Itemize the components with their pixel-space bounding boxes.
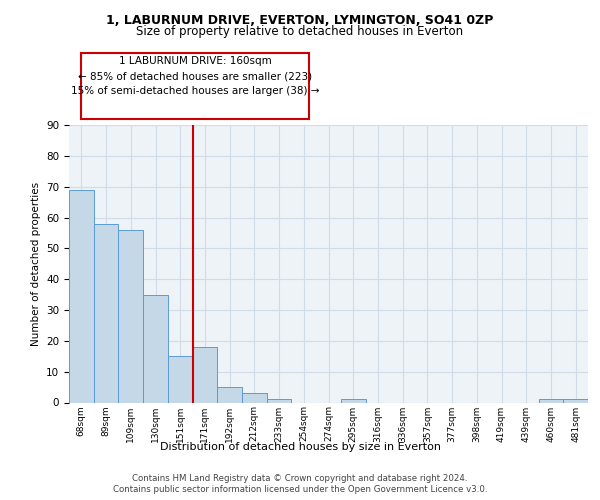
Text: Contains HM Land Registry data © Crown copyright and database right 2024.: Contains HM Land Registry data © Crown c… [132, 474, 468, 483]
Text: 1, LABURNUM DRIVE, EVERTON, LYMINGTON, SO41 0ZP: 1, LABURNUM DRIVE, EVERTON, LYMINGTON, S… [106, 14, 494, 27]
Bar [539, 400, 563, 402]
Text: Size of property relative to detached houses in Everton: Size of property relative to detached ho… [136, 25, 464, 38]
Bar [242, 393, 267, 402]
Text: 15% of semi-detached houses are larger (38) →: 15% of semi-detached houses are larger (… [71, 86, 319, 97]
Bar [118, 230, 143, 402]
Bar [143, 294, 168, 403]
Bar [94, 224, 118, 402]
Text: Contains public sector information licensed under the Open Government Licence v3: Contains public sector information licen… [113, 485, 487, 494]
Bar [341, 400, 365, 402]
Bar [69, 190, 94, 402]
Bar [168, 356, 193, 403]
Y-axis label: Number of detached properties: Number of detached properties [31, 182, 41, 346]
Bar [193, 347, 217, 403]
Bar [563, 400, 588, 402]
Bar [267, 400, 292, 402]
Text: 1 LABURNUM DRIVE: 160sqm: 1 LABURNUM DRIVE: 160sqm [119, 56, 271, 66]
Bar [217, 387, 242, 402]
Text: ← 85% of detached houses are smaller (223): ← 85% of detached houses are smaller (22… [78, 72, 312, 82]
Text: Distribution of detached houses by size in Everton: Distribution of detached houses by size … [160, 442, 440, 452]
